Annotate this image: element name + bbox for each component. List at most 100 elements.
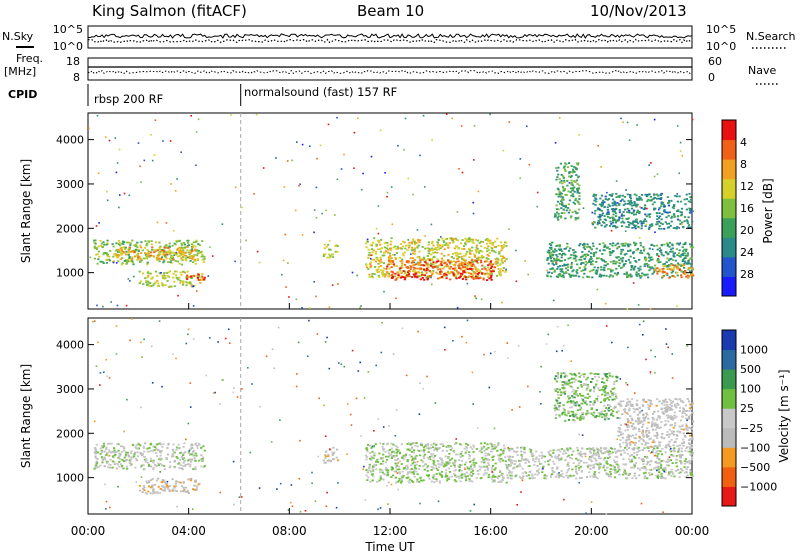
velocity-data-cell xyxy=(684,458,687,460)
velocity-data-cell xyxy=(611,375,614,378)
power-data-cell xyxy=(689,243,692,246)
velocity-data-cell xyxy=(445,461,448,464)
power-data-cell xyxy=(465,267,468,269)
power-data-cell xyxy=(150,243,153,246)
velocity-data-cell xyxy=(579,460,583,462)
velocity-data-cell xyxy=(386,473,389,476)
power-data-cell xyxy=(685,208,688,211)
velocity-data-cell xyxy=(137,455,140,458)
velocity-data-cell xyxy=(189,452,192,455)
velocity-data-cell xyxy=(435,443,438,446)
power-data-cell xyxy=(471,240,474,243)
velocity-data-cell xyxy=(582,461,585,464)
velocity-data-cell xyxy=(477,473,480,475)
velocity-data-cell xyxy=(553,407,556,410)
power-data-cell xyxy=(446,271,449,274)
power-data-cell xyxy=(165,257,168,260)
power-data-noise xyxy=(626,308,629,310)
velocity-data-cell xyxy=(414,444,417,447)
power-data-cell xyxy=(468,249,471,252)
velocity-data-cell xyxy=(326,460,329,462)
velocity-data-cell xyxy=(541,471,544,474)
power-data-cell xyxy=(414,243,417,246)
power-data-cell xyxy=(368,251,371,254)
velocity-data-cell xyxy=(663,477,666,480)
power-data-cell xyxy=(583,257,586,260)
power-data-noise xyxy=(475,297,477,300)
velocity-data-cell xyxy=(447,462,450,465)
velocity-data-cell xyxy=(661,468,664,471)
power-data-cell xyxy=(492,250,495,252)
power-data-cell xyxy=(105,258,108,261)
power-data-cell xyxy=(417,267,420,270)
power-data-cell xyxy=(601,212,604,215)
power-data-cell xyxy=(672,254,675,257)
velocity-data-cell xyxy=(422,465,425,467)
power-data-cell xyxy=(403,270,407,273)
power-data-noise xyxy=(646,265,649,267)
velocity-data-cell xyxy=(371,467,374,469)
velocity-data-cell xyxy=(575,457,578,460)
power-data-cell xyxy=(405,261,409,263)
velocity-data-cell xyxy=(658,458,661,460)
power-data-cell xyxy=(633,213,636,216)
power-data-noise xyxy=(386,195,388,198)
power-data-cell xyxy=(599,209,602,211)
power-data-cell xyxy=(322,255,325,258)
power-data-cell xyxy=(105,252,109,255)
velocity-data-cell xyxy=(564,413,567,416)
power-data-cell xyxy=(690,211,693,214)
velocity-data-cell xyxy=(440,476,444,478)
power-data-cell xyxy=(371,251,374,254)
velocity-data-cell xyxy=(148,447,151,449)
power-data-cell xyxy=(407,244,410,247)
velocity-data-cell xyxy=(390,468,393,471)
power-data-noise xyxy=(390,186,393,188)
power-data-cell xyxy=(94,246,97,249)
velocity-data-cell xyxy=(198,443,201,446)
power-data-cell xyxy=(431,242,434,245)
velocity-data-cell xyxy=(609,447,613,449)
velocity-data-cell xyxy=(176,480,179,483)
velocity-data-cell xyxy=(426,465,430,468)
velocity-data-cell xyxy=(444,475,447,478)
power-data-cell xyxy=(671,270,675,273)
power-data-noise xyxy=(319,144,322,147)
power-data-noise xyxy=(440,236,442,238)
velocity-data-cell xyxy=(143,450,146,453)
power-data-cell xyxy=(171,251,175,254)
velocity-data-cell xyxy=(650,473,653,476)
velocity-data-cell xyxy=(687,450,690,453)
velocity-data-cell xyxy=(542,466,545,468)
power-data-cell xyxy=(468,240,471,243)
velocity-data-cell xyxy=(416,445,419,448)
velocity-data-cell xyxy=(572,450,575,453)
power-data-cell xyxy=(108,259,111,262)
velocity-data-cell xyxy=(603,413,606,416)
power-data-cell xyxy=(123,241,126,243)
velocity-data-cell xyxy=(550,474,553,477)
power-data-cell xyxy=(690,274,693,276)
velocity-data-cell xyxy=(189,448,192,450)
velocity-data-cell xyxy=(406,473,409,476)
power-data-cell xyxy=(622,263,626,266)
power-data-cell xyxy=(481,264,484,267)
power-data-noise xyxy=(524,260,526,262)
power-data-cell xyxy=(685,219,688,222)
velocity-data-cell xyxy=(648,472,651,474)
velocity-data-cell xyxy=(154,464,157,466)
velocity-data-cell xyxy=(332,452,335,455)
power-data-cell xyxy=(633,209,636,212)
power-data-cell xyxy=(670,271,673,274)
power-data-cell xyxy=(686,274,689,277)
nsky-line xyxy=(87,33,693,39)
power-data-cell xyxy=(430,275,433,277)
power-data-cell xyxy=(403,241,406,244)
power-ylabel: Slant Range [km] xyxy=(19,159,33,263)
power-data-cell xyxy=(194,241,197,243)
power-data-cell xyxy=(164,245,167,247)
power-data-cell xyxy=(378,260,381,262)
power-data-cell xyxy=(125,253,128,256)
power-data-cell xyxy=(557,215,560,218)
power-data-cell xyxy=(597,221,600,223)
